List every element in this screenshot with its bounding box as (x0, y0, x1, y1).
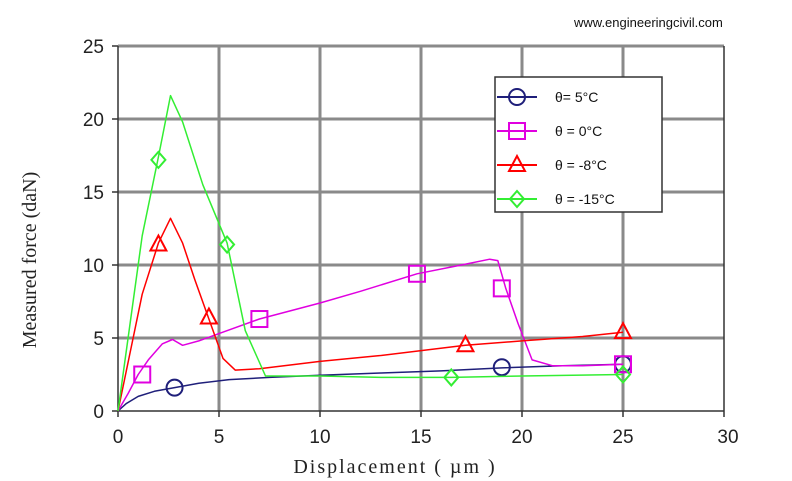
x-tick-label: 30 (717, 427, 738, 448)
legend-marker-square (508, 122, 526, 140)
series-line (117, 94, 624, 412)
legend-label: θ = 0°C (555, 123, 602, 139)
x-tick-label: 20 (511, 427, 532, 448)
data-point-triangle (199, 306, 219, 325)
watermark-text: www.engineeringcivil.com (573, 15, 723, 30)
data-point-diamond (150, 150, 167, 170)
x-axis-title: Displacement ( µm ) (293, 456, 496, 478)
data-point-circle (165, 378, 184, 397)
x-tick-label: 25 (612, 427, 633, 448)
x-tick-label: 10 (309, 427, 330, 448)
y-tick-label: 0 (93, 402, 104, 423)
data-point-diamond (218, 235, 236, 255)
data-point-triangle (455, 334, 476, 353)
axes (112, 45, 725, 417)
data-point-square (492, 279, 511, 298)
x-tick-label: 0 (113, 427, 124, 448)
series-line (117, 363, 624, 412)
series-line (117, 217, 624, 412)
data-point-square (250, 310, 269, 329)
x-tick-label: 5 (214, 427, 225, 448)
series-layer (117, 94, 633, 412)
y-axis-title: Measured force (daN) (19, 172, 41, 349)
series-circle (117, 355, 632, 412)
legend-label: θ= 5°C (555, 89, 598, 105)
data-point-circle (492, 358, 511, 377)
y-tick-label: 5 (93, 329, 104, 350)
legend-marker-circle (508, 88, 526, 106)
y-tick-label: 15 (83, 183, 104, 204)
data-point-square (614, 355, 632, 374)
legend-box (494, 76, 663, 213)
series-diamond (117, 94, 632, 412)
y-tick-label: 20 (83, 110, 104, 131)
data-point-diamond (442, 367, 460, 387)
data-point-triangle (613, 321, 633, 340)
series-line (117, 258, 624, 412)
legend: θ= 5°C θ = 0°C θ = -8°C θ = -15°C (494, 76, 663, 213)
y-tick-label: 25 (83, 37, 104, 58)
series-triangle (117, 217, 633, 412)
data-point-triangle (148, 233, 169, 252)
legend-label: θ = -8°C (555, 157, 607, 173)
series-square (117, 258, 632, 412)
x-tick-label: 15 (410, 427, 431, 448)
legend-marker-triangle (507, 153, 527, 172)
legend-label: θ = -15°C (555, 191, 615, 207)
data-point-square (407, 264, 426, 283)
tick-labels: 0 5 10 15 20 25 30 0 5 10 15 20 25 (83, 37, 739, 448)
data-point-square (133, 365, 152, 384)
data-point-diamond (614, 364, 632, 385)
legend-marker-diamond (508, 189, 526, 209)
y-tick-label: 10 (83, 256, 104, 277)
